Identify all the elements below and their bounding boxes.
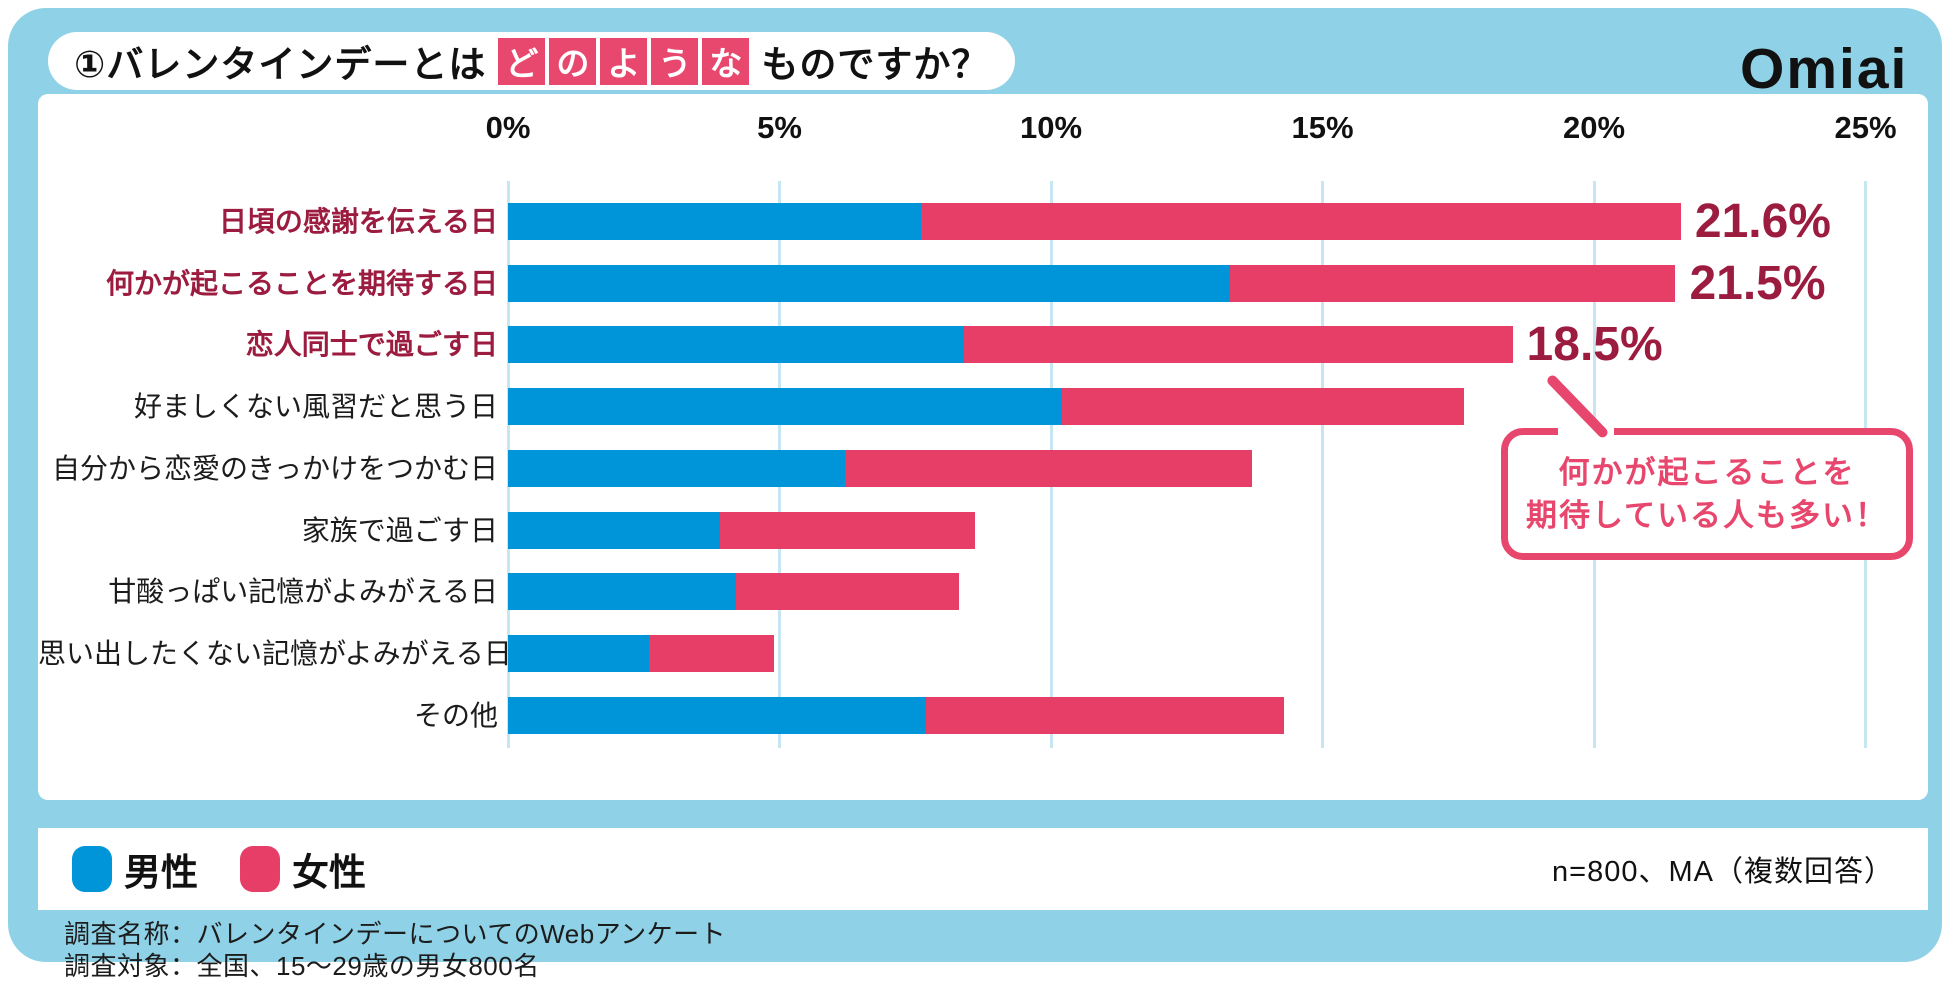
male-bar-segment [508,573,737,611]
female-bar-segment [719,511,975,549]
page-title-suffix: ものですか？ [761,44,990,85]
x-axis-tick-label: 0% [485,110,531,145]
legend-label-male: 男性 [124,852,198,893]
category-label: 何かが起こることを期待する日 [105,267,498,299]
gridline [1321,181,1324,748]
legend-item-male: 男性 [72,842,198,896]
x-axis-tick-label: 25% [1834,110,1897,145]
category-label: 日頃の感謝を伝える日 [218,206,498,237]
page-title-prefix: ①バレンタインデーとは [74,44,487,85]
female-bar-segment [649,634,775,672]
male-bar-segment [508,326,965,364]
female-bar-segment [736,573,959,611]
title-pill: ①バレンタインデーとは どのような ものですか？ [48,32,1016,90]
category-label: 好ましくない風習だと思う日 [133,391,498,423]
omiai-logo: Omiai [1740,36,1940,110]
male-bar-segment [508,634,650,672]
female-bar-segment [1230,264,1676,302]
title-highlight-box: う [651,37,699,85]
title-highlight-char: よ [607,45,641,82]
omiai-logo-text: Omiai [1740,37,1909,101]
callout-text-line1: 何かが起こることを [1558,455,1856,490]
footer-survey-target: 調査対象：全国、15～29歳の男女800名 [64,951,540,981]
callout-bubble: 何かが起こることを 期待している人も多い！ [1501,428,1913,560]
title-highlight-char: う [658,45,692,82]
callout-text-line2: 期待している人も多い！ [1525,498,1889,533]
x-axis-tick-label: 15% [1291,110,1354,145]
title-highlight-char: な [709,45,743,82]
male-bar-segment [508,388,1062,426]
total-value-label: 21.5% [1689,256,1826,310]
title-highlight-char: の [556,45,590,82]
total-value-label: 18.5% [1526,318,1663,372]
title-highlight-char: ど [505,45,539,82]
title-highlight-box: よ [600,37,648,85]
legend-swatch-female [240,846,280,892]
female-bar-segment [1061,388,1464,426]
legend-swatch-male [72,846,112,892]
category-label: 自分から恋愛のきっかけをつかむ日 [51,452,498,484]
female-bar-segment [844,449,1252,487]
x-axis-tick-label: 5% [757,110,802,145]
female-bar-segment [964,326,1513,364]
sample-size-note: n=800、MA（複数回答） [1552,856,1894,888]
category-label: その他 [413,699,498,731]
legend-label-female: 女性 [292,852,366,893]
male-bar-segment [508,511,720,549]
male-bar-segment [508,696,927,734]
x-axis-tick-label: 10% [1019,110,1083,145]
category-label: 甘酸っぱい記憶がよみがえる日 [108,576,498,608]
male-bar-segment [508,449,845,487]
category-label: 家族で過ごす日 [301,514,498,546]
infographic-card: ①バレンタインデーとは どのような ものですか？ Omiai 0% 5% 10% 15… [8,8,1942,981]
footer-survey-name: 調査名称：バレンタインデーについてのWebアンケート [64,919,727,949]
x-axis-tick-label: 20% [1562,110,1626,145]
male-bar-segment [508,203,921,240]
legend-strip: 男性 女性 n=800、MA（複数回答） [38,828,1928,910]
category-label: 恋人同士で過ごす日 [245,329,498,361]
title-highlight-box: の [549,37,597,85]
total-value-label: 21.6% [1694,195,1831,248]
legend-item-female: 女性 [240,842,366,896]
title-highlight-box: な [702,37,750,85]
title-highlight-box: ど [498,37,546,85]
male-bar-segment [508,264,1231,302]
title-highlight-boxes: どのような [496,37,751,85]
female-bar-segment [926,696,1285,734]
female-bar-segment [920,203,1681,240]
category-label: 思い出したくない記憶がよみがえる日 [38,637,512,669]
